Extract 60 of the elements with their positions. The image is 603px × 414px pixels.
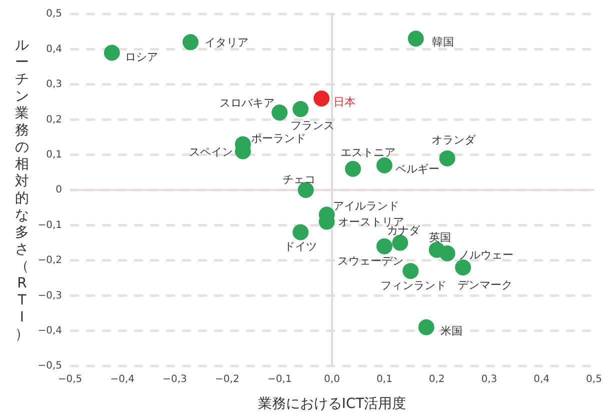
y-tick-label: −0,4 (38, 326, 62, 337)
y-tick-label: −0,2 (38, 255, 62, 266)
x-tick-label: −0,1 (267, 374, 292, 385)
series-label: アイルランド (332, 200, 399, 213)
series-label: スウェーデン (337, 254, 404, 268)
point (292, 224, 309, 240)
y-tick-label: 0,1 (46, 150, 62, 161)
point (418, 319, 434, 336)
series-label: イタリア (204, 36, 249, 50)
x-tick-label: −0,3 (162, 374, 187, 385)
series-label: エストニア (340, 146, 396, 159)
x-tick-label: 0,3 (481, 374, 498, 385)
series-label: フィンランド (380, 278, 447, 292)
series-label: ロシア (124, 50, 158, 64)
point (298, 182, 314, 198)
x-tick-label: 0,0 (324, 374, 340, 385)
series-label: 韓国 (432, 36, 454, 49)
x-tick-label: −0,2 (215, 374, 240, 385)
y-tick-label: 0,2 (46, 114, 62, 126)
series-label: ベルギー (395, 162, 440, 176)
point (402, 262, 419, 279)
point (392, 234, 408, 251)
x-tick-label: −0,4 (110, 374, 135, 385)
series-label: デンマーク (458, 278, 512, 292)
x-tick-label: 0,1 (376, 374, 392, 385)
series-label: 日本 (334, 95, 356, 108)
series-label: オランダ (431, 133, 476, 146)
y-tick-label: 0 (56, 184, 62, 196)
point (408, 30, 424, 47)
series-label: スペイン (188, 145, 233, 158)
y-tick-label: −0,3 (38, 290, 62, 302)
point (439, 245, 456, 262)
point (376, 157, 392, 174)
point (439, 150, 456, 166)
text: ルーチン業務の相対的な多さ（RTI） (15, 37, 29, 342)
series-label: ポーランド (250, 132, 306, 146)
point (104, 44, 120, 61)
x-tick-label: 0,4 (534, 374, 550, 385)
y-tick-label: 0,5 (46, 8, 62, 20)
y-tick-label: −0,1 (38, 220, 62, 231)
point (344, 160, 361, 177)
series-label: チェコ (282, 173, 316, 186)
y-tick-label: −0,5 (38, 360, 62, 372)
x-tick-label: −0,5 (58, 374, 82, 385)
series-label: 米国 (440, 324, 462, 338)
series-label: ノルウェー (458, 248, 514, 262)
y-tick-label: 0,3 (46, 79, 62, 90)
x-tick-label: 0,5 (586, 374, 602, 385)
y-tick-label: 0,4 (46, 44, 62, 55)
series-label: フランス (290, 119, 335, 132)
series-label: 英国 (428, 230, 451, 244)
point (182, 34, 199, 50)
series-label: ドイツ (284, 240, 318, 254)
point (292, 101, 309, 118)
point (455, 259, 471, 276)
point (314, 90, 330, 106)
point (376, 238, 392, 254)
x-axis-title: 業務におけるICT活用度 (258, 396, 406, 412)
x-tick-label: 0,2 (428, 374, 445, 385)
series-label: スロバキア (220, 96, 275, 110)
